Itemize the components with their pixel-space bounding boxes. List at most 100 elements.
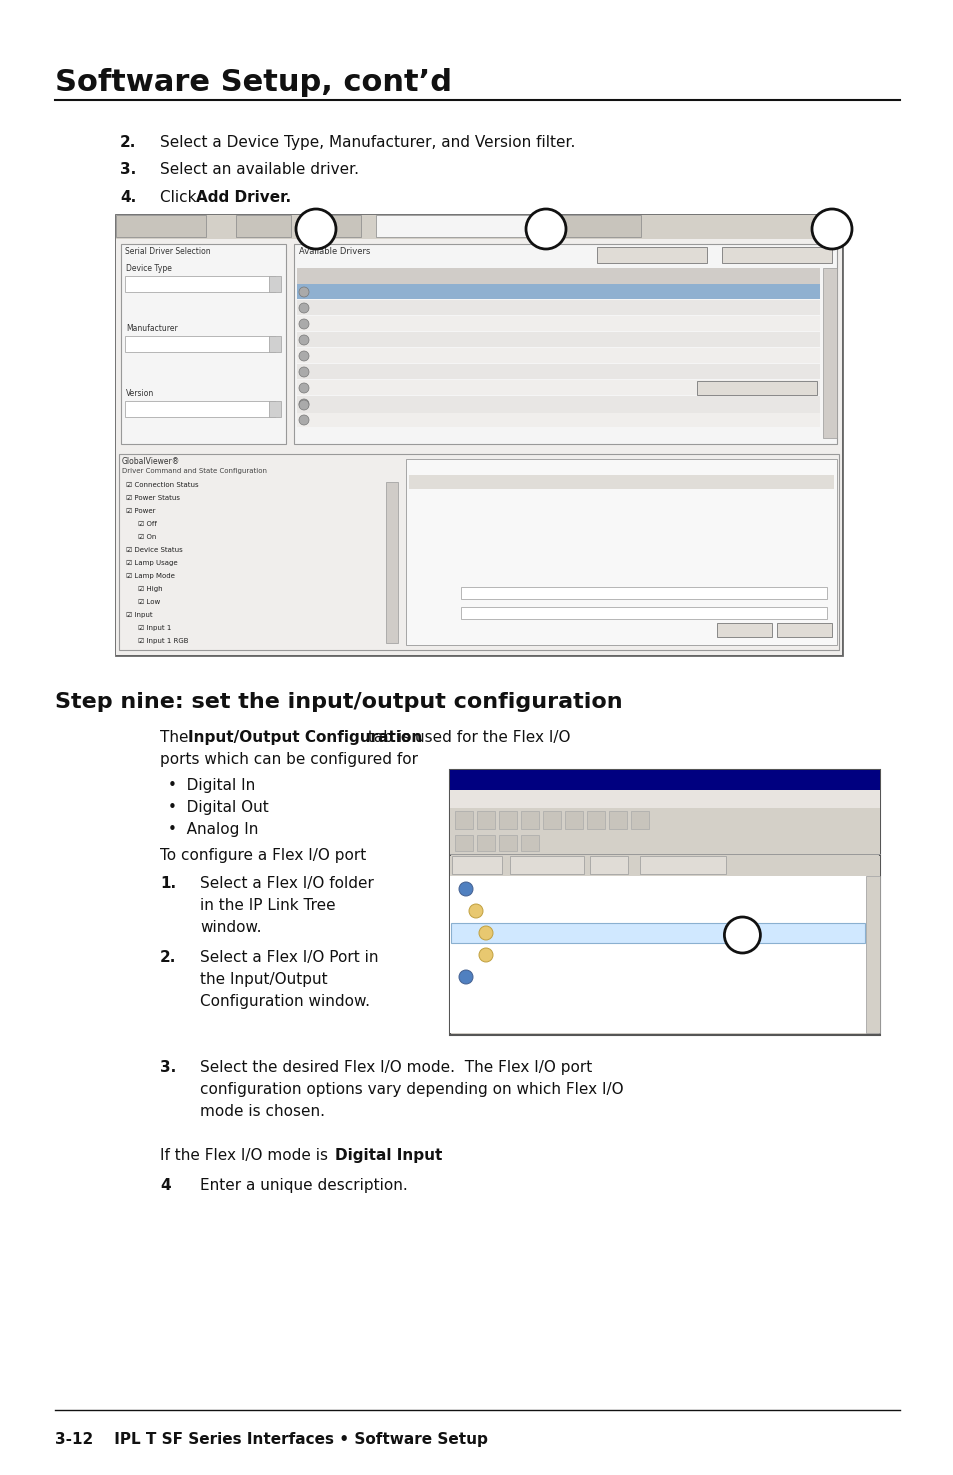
Bar (717, 622, 771, 637)
Circle shape (298, 367, 309, 378)
Circle shape (298, 414, 309, 425)
Text: Epson: Epson (429, 403, 450, 409)
Text: PowerLite 6100i: PowerLite 6100i (548, 288, 604, 294)
Circle shape (811, 209, 851, 249)
Bar (721, 246, 831, 263)
Text: Video Projector: Video Projector (312, 367, 364, 373)
Bar (409, 475, 833, 490)
Circle shape (458, 971, 473, 984)
Text: ☑ Input 1: ☑ Input 1 (138, 625, 172, 631)
Text: PowerLite 821p: PowerLite 821p (548, 400, 602, 406)
Text: 2.: 2. (160, 950, 176, 965)
Bar (450, 770, 879, 791)
Text: Select the desired Flex I/O mode.  The Flex I/O port: Select the desired Flex I/O mode. The Fl… (200, 1061, 592, 1075)
Text: Input/Output Configuration: Input/Output Configuration (188, 730, 422, 745)
Text: •  Analog In: • Analog In (168, 822, 258, 836)
Text: Configuration window.: Configuration window. (200, 994, 370, 1009)
Text: Epson: Epson (429, 288, 450, 294)
Text: Label :: Label : (411, 589, 434, 594)
Bar (125, 401, 274, 417)
Text: configuration options vary depending on which Flex I/O: configuration options vary depending on … (200, 1083, 623, 1097)
Bar (597, 246, 706, 263)
Text: ☑ Low: ☑ Low (138, 599, 160, 605)
Text: Device Type: Device Type (513, 860, 558, 869)
Text: Epson: Epson (429, 302, 450, 308)
Circle shape (298, 384, 309, 392)
Bar (520, 811, 538, 829)
Bar (116, 215, 841, 655)
Bar (116, 239, 841, 655)
Text: Epson: Epson (127, 339, 148, 345)
Bar (452, 855, 501, 875)
Text: Serial Ports: Serial Ports (485, 906, 533, 914)
Text: Epson: Epson (429, 351, 450, 357)
Bar (294, 243, 836, 444)
Circle shape (298, 400, 309, 410)
Text: Remove: Remove (781, 625, 809, 631)
Text: Video Projector: Video Projector (312, 403, 364, 409)
Text: 3-12    IPL T SF Series Interfaces • Software Setup: 3-12 IPL T SF Series Interfaces • Softwa… (55, 1432, 487, 1447)
Text: Global Configurator.gc2 - GC2: Global Configurator.gc2 - GC2 (472, 774, 597, 783)
Text: Serial Configuration: Serial Configuration (379, 220, 463, 229)
Bar (296, 412, 820, 426)
Text: PowerLite 5500p: PowerLite 5500p (548, 367, 607, 373)
Bar (450, 832, 879, 854)
Circle shape (298, 302, 309, 313)
Circle shape (298, 319, 309, 329)
Bar (326, 215, 360, 237)
Text: Select an available driver.: Select an available driver. (160, 162, 358, 177)
Circle shape (525, 209, 565, 249)
Bar (476, 835, 495, 851)
Bar (296, 348, 820, 363)
Bar (296, 381, 820, 395)
Bar (455, 811, 473, 829)
Bar (476, 811, 495, 829)
Text: ☑ Connection Status: ☑ Connection Status (126, 482, 198, 488)
Text: ☑ Power: ☑ Power (126, 507, 155, 513)
Text: Flex I/Os: Flex I/Os (496, 926, 532, 937)
Bar (375, 215, 536, 237)
Text: ...or: ...or (330, 220, 346, 229)
Bar (116, 215, 206, 237)
Text: To configure a Flex I/O port: To configure a Flex I/O port (160, 848, 366, 863)
Bar (450, 876, 879, 1032)
Text: COM Configuration: COM Configuration (550, 220, 629, 229)
Circle shape (458, 882, 473, 895)
Text: ☑ High: ☑ High (138, 586, 162, 591)
Text: 7: 7 (663, 319, 668, 324)
Text: in the IP Link Tree: in the IP Link Tree (200, 898, 335, 913)
Bar (450, 855, 879, 876)
Bar (498, 811, 517, 829)
Bar (865, 876, 879, 1032)
Text: ☑ Off: ☑ Off (138, 521, 156, 527)
Text: PowerLite Home 1C+: PowerLite Home 1C+ (548, 351, 622, 357)
Circle shape (298, 288, 309, 296)
Text: System 5 IP w/ Amp: System 5 IP w/ Amp (476, 971, 559, 979)
Text: 3.: 3. (120, 162, 136, 177)
Bar (125, 336, 274, 353)
Text: Digital Input: Digital Input (335, 1148, 442, 1162)
Text: Device Type /: Device Type / (299, 271, 351, 280)
Text: 4.: 4. (120, 190, 136, 205)
Bar (116, 215, 841, 239)
Text: ☑ Input 1 RGB: ☑ Input 1 RGB (138, 639, 189, 645)
Text: Description :: Description : (411, 609, 455, 615)
Circle shape (298, 335, 309, 345)
Bar (608, 811, 626, 829)
Text: Version: Version (126, 389, 154, 398)
Text: Epson: Epson (429, 319, 450, 324)
Bar (121, 243, 286, 444)
Text: ☑ Lamp Mode: ☑ Lamp Mode (126, 572, 174, 580)
Bar (450, 808, 879, 832)
Text: Video Projector: Video Projector (312, 414, 364, 420)
Bar (460, 608, 826, 620)
Bar (520, 835, 538, 851)
Text: IP Ports: IP Ports (496, 948, 527, 957)
Text: tab is used for the Flex I/O: tab is used for the Flex I/O (363, 730, 570, 745)
Text: PowerLite 62c: PowerLite 62c (548, 319, 598, 324)
Bar (630, 811, 648, 829)
Text: mode is chosen.: mode is chosen. (200, 1103, 325, 1120)
Text: Software Setup, cont’d: Software Setup, cont’d (55, 68, 452, 97)
Bar (125, 276, 274, 292)
Circle shape (298, 400, 309, 409)
